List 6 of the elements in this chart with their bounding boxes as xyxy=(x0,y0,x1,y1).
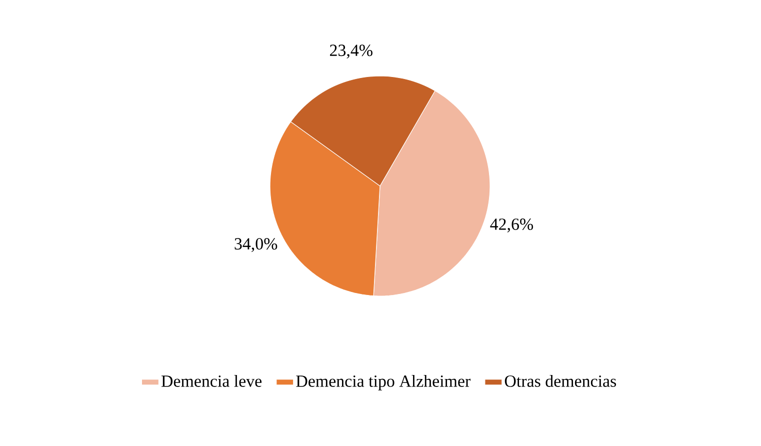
legend-label: Demencia tipo Alzheimer xyxy=(296,374,470,390)
legend-label: Demencia leve xyxy=(161,374,262,387)
data-label: 34,0% xyxy=(234,238,278,252)
data-label: 23,4% xyxy=(330,44,372,59)
legend-label: Otras demencias xyxy=(504,374,616,387)
data-label: 42,6% xyxy=(490,218,534,232)
